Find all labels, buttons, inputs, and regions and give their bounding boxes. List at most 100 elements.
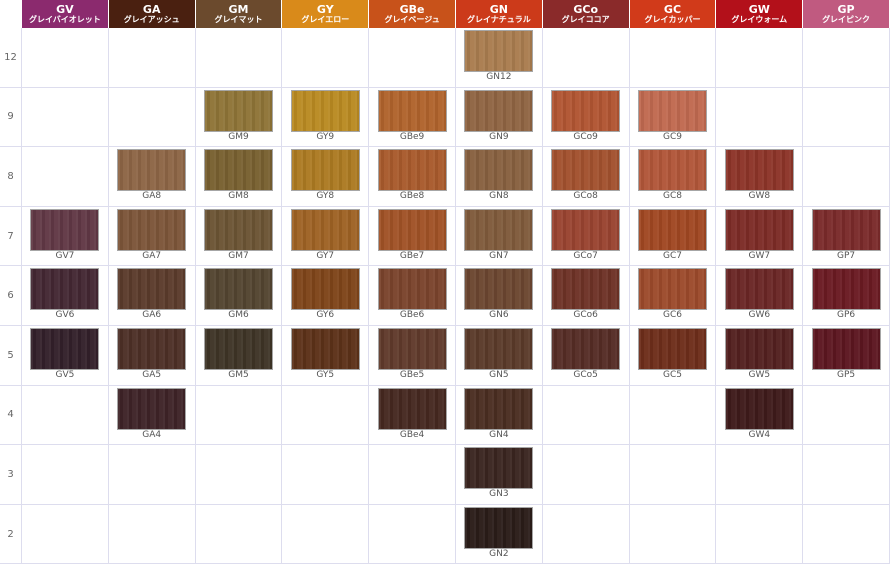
color-swatch (552, 269, 620, 310)
grid-cell (542, 504, 630, 565)
column-code: GA (142, 3, 161, 16)
swatch-label: GM8 (228, 191, 249, 202)
level-label: 5 (0, 325, 22, 386)
grid-cell (282, 504, 370, 565)
grid-cell (282, 28, 370, 88)
grid-cell: GP5 (803, 325, 890, 386)
grid-cell: GBe9 (369, 87, 456, 148)
grid-cell: GCo9 (542, 87, 630, 148)
column-name: グレイピンク (822, 15, 871, 24)
swatch-label: GC5 (662, 369, 682, 380)
grid-cell (803, 445, 890, 505)
column-name: グレイエロー (301, 15, 350, 24)
color-swatch (812, 209, 880, 250)
grid-cell (803, 147, 890, 207)
grid-cell: GY9 (282, 87, 370, 148)
grid-cell: GC8 (629, 147, 717, 207)
grid-cell: GBe8 (369, 147, 456, 207)
color-swatch (638, 150, 706, 191)
swatch-label: GW7 (748, 250, 771, 261)
swatch-label: GA4 (142, 429, 162, 440)
grid-cell (369, 445, 456, 505)
grid-cell (195, 385, 283, 446)
grid-cell (803, 504, 890, 565)
grid-cell (542, 28, 630, 88)
color-swatch (465, 150, 533, 191)
swatch-label: GBe9 (399, 131, 425, 142)
grid-cell: GV6 (22, 266, 109, 326)
swatch-label: GA8 (142, 191, 162, 202)
grid-cell (22, 147, 109, 207)
column-header-gm: GM グレイマット (195, 0, 283, 28)
column-header-gco: GCo グレイココア (542, 0, 630, 28)
grid-cell: GM8 (195, 147, 283, 207)
column-code: GP (837, 3, 855, 16)
grid-cell: GP6 (803, 266, 890, 326)
grid-cell: GY5 (282, 325, 370, 386)
color-swatch (291, 269, 359, 310)
swatch-label: GP7 (837, 250, 856, 261)
swatch-label: GN2 (489, 548, 509, 559)
swatch-label: GV6 (55, 310, 75, 321)
grid-cell (282, 385, 370, 446)
grid-cell: GW4 (716, 385, 804, 446)
swatch-label: GY5 (316, 369, 335, 380)
grid-cell: GM6 (195, 266, 283, 326)
color-swatch (638, 90, 706, 131)
grid-cell (542, 385, 630, 446)
column-header-gy: GY グレイエロー (282, 0, 370, 28)
swatch-label: GN6 (489, 310, 509, 321)
grid-cell: GA4 (108, 385, 196, 446)
color-swatch (465, 328, 533, 369)
grid-cell (22, 385, 109, 446)
grid-cell: GN2 (455, 504, 543, 565)
grid-cell (629, 385, 717, 446)
column-code: GM (228, 3, 249, 16)
grid-cell: GM5 (195, 325, 283, 386)
swatch-label: GN4 (489, 429, 509, 440)
swatch-label: GBe8 (399, 191, 425, 202)
swatch-label: GBe7 (399, 250, 425, 261)
grid-cell: GC5 (629, 325, 717, 386)
column-header-gp: GP グレイピンク (803, 0, 890, 28)
swatch-label: GY7 (316, 250, 335, 261)
grid-cell (22, 87, 109, 148)
grid-cell: GY8 (282, 147, 370, 207)
grid-cell (629, 28, 717, 88)
swatch-label: GM9 (228, 131, 249, 142)
swatch-label: GM5 (228, 369, 249, 380)
color-swatch (204, 90, 272, 131)
color-swatch (465, 31, 533, 71)
grid-cell: GBe5 (369, 325, 456, 386)
grid-cell (803, 28, 890, 88)
grid-cell (195, 504, 283, 565)
column-header-gw: GW グレイウォーム (716, 0, 804, 28)
grid-cell (629, 504, 717, 565)
grid-cell: GN5 (455, 325, 543, 386)
swatch-label: GW5 (748, 369, 771, 380)
grid-cell: GN6 (455, 266, 543, 326)
grid-cell (108, 445, 196, 505)
grid-cell: GN3 (455, 445, 543, 505)
color-swatch (638, 269, 706, 310)
swatch-label: GC8 (662, 191, 682, 202)
color-swatch (378, 90, 446, 131)
swatch-label: GCo7 (573, 250, 598, 261)
grid-cell: GA7 (108, 206, 196, 267)
swatch-label: GA6 (142, 310, 162, 321)
color-swatch (465, 90, 533, 131)
swatch-label: GCo8 (573, 191, 598, 202)
swatch-label: GBe6 (399, 310, 425, 321)
column-header-gbe: GBe グレイベージュ (369, 0, 456, 28)
grid-cell (108, 504, 196, 565)
color-swatch (31, 328, 99, 369)
grid-cell: GCo7 (542, 206, 630, 267)
grid-cell: GC7 (629, 206, 717, 267)
grid-cell: GM7 (195, 206, 283, 267)
swatch-label: GN3 (489, 489, 509, 500)
swatch-label: GV5 (55, 369, 75, 380)
swatch-label: GN7 (489, 250, 509, 261)
level-label: 3 (0, 445, 22, 505)
grid-cell: GW5 (716, 325, 804, 386)
swatch-label: GW4 (748, 429, 771, 440)
